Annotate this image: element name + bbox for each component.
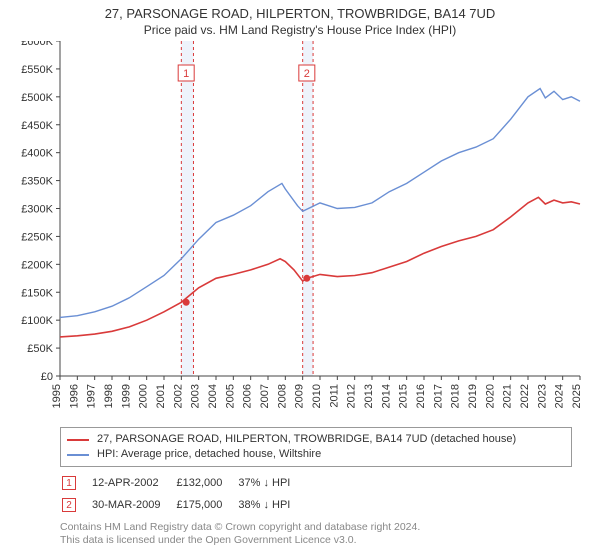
svg-text:£350K: £350K [21, 176, 53, 188]
svg-text:2016: 2016 [415, 384, 427, 408]
svg-text:£50K: £50K [27, 343, 53, 355]
svg-text:2004: 2004 [207, 384, 219, 408]
svg-text:2017: 2017 [432, 384, 444, 408]
legend-swatch-property [67, 439, 89, 441]
svg-text:2021: 2021 [502, 384, 514, 408]
svg-text:£450K: £450K [21, 120, 53, 132]
svg-text:2014: 2014 [380, 384, 392, 408]
marker-table: 1 12-APR-2002 £132,000 37% ↓ HPI 2 30-MA… [60, 471, 306, 517]
svg-text:2006: 2006 [242, 384, 254, 408]
svg-text:£200K: £200K [21, 259, 53, 271]
svg-text:2023: 2023 [536, 384, 548, 408]
svg-text:2018: 2018 [450, 384, 462, 408]
legend-row: 27, PARSONAGE ROAD, HILPERTON, TROWBRIDG… [67, 432, 565, 447]
svg-text:2024: 2024 [554, 384, 566, 408]
svg-text:2002: 2002 [172, 384, 184, 408]
svg-text:2008: 2008 [276, 384, 288, 408]
legend: 27, PARSONAGE ROAD, HILPERTON, TROWBRIDG… [60, 427, 572, 467]
legend-swatch-hpi [67, 454, 89, 456]
svg-text:2010: 2010 [311, 384, 323, 408]
svg-text:2022: 2022 [519, 384, 531, 408]
svg-text:1: 1 [183, 68, 189, 80]
license-line: Contains HM Land Registry data © Crown c… [60, 521, 572, 534]
svg-text:2019: 2019 [467, 384, 479, 408]
svg-text:£100K: £100K [21, 315, 53, 327]
marker-badge-2: 2 [62, 498, 76, 512]
svg-text:£400K: £400K [21, 148, 53, 160]
svg-text:2007: 2007 [259, 384, 271, 408]
license-line: This data is licensed under the Open Gov… [60, 534, 572, 547]
chart-subtitle: Price paid vs. HM Land Registry's House … [0, 21, 600, 41]
svg-text:2011: 2011 [328, 384, 340, 408]
svg-text:1997: 1997 [86, 384, 98, 408]
svg-text:2003: 2003 [190, 384, 202, 408]
svg-text:£600K: £600K [21, 41, 53, 48]
svg-text:1995: 1995 [51, 384, 63, 408]
chart-svg: £0 £50K £100K £150K £200K £250K £300K £350K £400… [0, 41, 600, 421]
svg-text:1999: 1999 [120, 384, 132, 408]
svg-text:2013: 2013 [363, 384, 375, 408]
svg-text:2012: 2012 [346, 384, 358, 408]
marker-row: 1 12-APR-2002 £132,000 37% ↓ HPI [62, 473, 304, 493]
svg-text:£250K: £250K [21, 231, 53, 243]
marker-date: 30-MAR-2009 [92, 495, 174, 515]
svg-text:2009: 2009 [294, 384, 306, 408]
legend-label: 27, PARSONAGE ROAD, HILPERTON, TROWBRIDG… [97, 432, 516, 447]
marker-price: £175,000 [176, 495, 236, 515]
svg-text:2000: 2000 [138, 384, 150, 408]
marker-row: 2 30-MAR-2009 £175,000 38% ↓ HPI [62, 495, 304, 515]
chart-area: £0 £50K £100K £150K £200K £250K £300K £350K £400… [0, 41, 600, 421]
svg-text:2: 2 [304, 68, 310, 80]
svg-text:£0: £0 [41, 371, 53, 383]
svg-text:1996: 1996 [68, 384, 80, 408]
svg-text:£500K: £500K [21, 92, 53, 104]
chart-title: 27, PARSONAGE ROAD, HILPERTON, TROWBRIDG… [0, 0, 600, 21]
svg-text:£150K: £150K [21, 287, 53, 299]
marker-delta: 38% ↓ HPI [238, 495, 304, 515]
marker-badge-1: 1 [62, 476, 76, 490]
legend-label: HPI: Average price, detached house, Wilt… [97, 447, 321, 462]
svg-text:1998: 1998 [103, 384, 115, 408]
svg-text:£550K: £550K [21, 64, 53, 76]
legend-row: HPI: Average price, detached house, Wilt… [67, 447, 565, 462]
svg-text:2005: 2005 [224, 384, 236, 408]
marker-delta: 37% ↓ HPI [238, 473, 304, 493]
marker-price: £132,000 [176, 473, 236, 493]
marker-date: 12-APR-2002 [92, 473, 174, 493]
svg-text:2001: 2001 [155, 384, 167, 408]
svg-text:2025: 2025 [571, 384, 583, 408]
svg-text:£300K: £300K [21, 204, 53, 216]
svg-text:2020: 2020 [484, 384, 496, 408]
svg-text:2015: 2015 [398, 384, 410, 408]
license-text: Contains HM Land Registry data © Crown c… [60, 521, 572, 547]
